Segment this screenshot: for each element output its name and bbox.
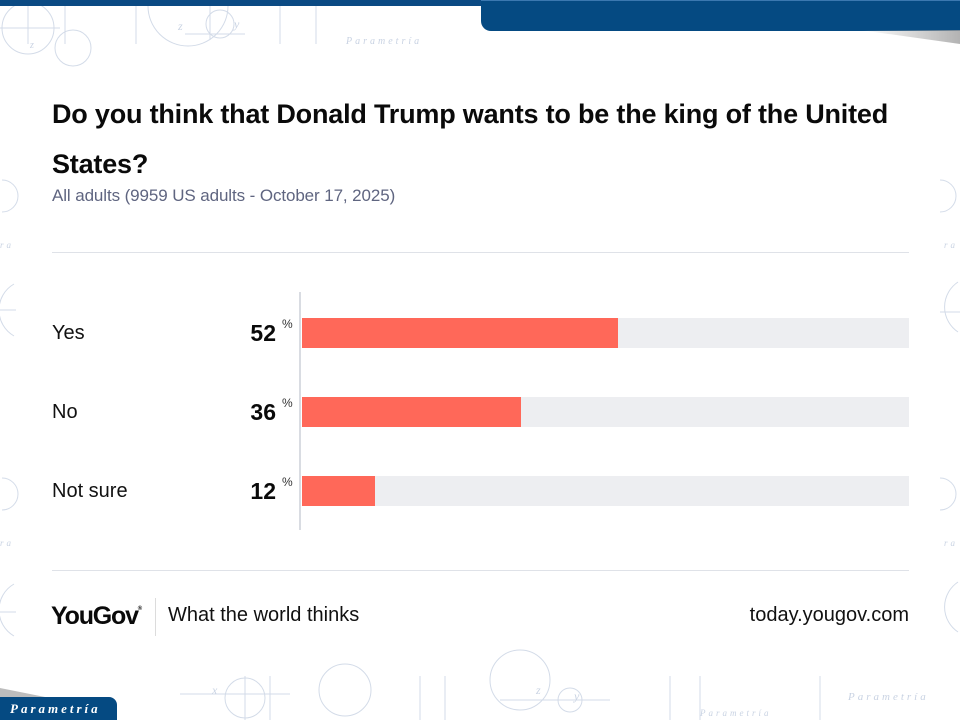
bar-row: Not sure 12% xyxy=(0,475,960,506)
percent-sign: % xyxy=(282,317,293,331)
value-label: 36 xyxy=(250,399,276,425)
value-label: 12 xyxy=(250,478,276,504)
bar-track xyxy=(302,476,909,506)
percent-sign: % xyxy=(282,396,293,410)
bar xyxy=(302,397,521,427)
divider-bottom xyxy=(52,570,909,571)
top-banner-tab xyxy=(481,0,960,31)
top-band xyxy=(0,0,960,6)
svg-text:z: z xyxy=(535,683,541,697)
footer: YouGov® What the world thinks today.youg… xyxy=(0,592,960,642)
bar-track xyxy=(302,318,909,348)
bar-row: No 36% xyxy=(0,396,960,427)
category-label: Not sure xyxy=(52,480,128,502)
chart-axis-line xyxy=(299,292,301,530)
parametria-brand-tab: Parametría xyxy=(0,697,117,720)
bar xyxy=(302,476,375,506)
svg-text:Parametría: Parametría xyxy=(847,691,929,703)
bar-track xyxy=(302,397,909,427)
top-banner-shadow xyxy=(860,30,960,44)
bar xyxy=(302,318,618,348)
svg-text:y: y xyxy=(573,689,580,703)
percent-sign: % xyxy=(282,475,293,489)
question-title: Do you think that Donald Trump wants to … xyxy=(52,99,888,179)
tagline: What the world thinks xyxy=(168,604,360,626)
category-label: No xyxy=(52,401,78,423)
sample-subtitle: All adults (9959 US adults - October 17,… xyxy=(52,186,396,205)
svg-text:y: y xyxy=(233,17,240,31)
bar-row: Yes 52% xyxy=(0,317,960,348)
svg-text:z: z xyxy=(177,19,183,33)
divider-top xyxy=(52,252,909,253)
svg-text:Parametría: Parametría xyxy=(699,708,772,718)
poll-card: Do you think that Donald Trump wants to … xyxy=(0,44,960,674)
site-url-link[interactable]: today.yougov.com xyxy=(749,604,909,626)
value-label: 52 xyxy=(250,320,276,346)
category-label: Yes xyxy=(52,322,85,344)
brand-tab-shadow xyxy=(0,688,50,698)
logo-text: YouGov xyxy=(51,602,139,630)
svg-text:x: x xyxy=(211,683,218,697)
yougov-logo[interactable]: YouGov® xyxy=(51,602,142,631)
registered-mark-icon: ® xyxy=(137,606,143,612)
footer-divider xyxy=(155,598,156,636)
